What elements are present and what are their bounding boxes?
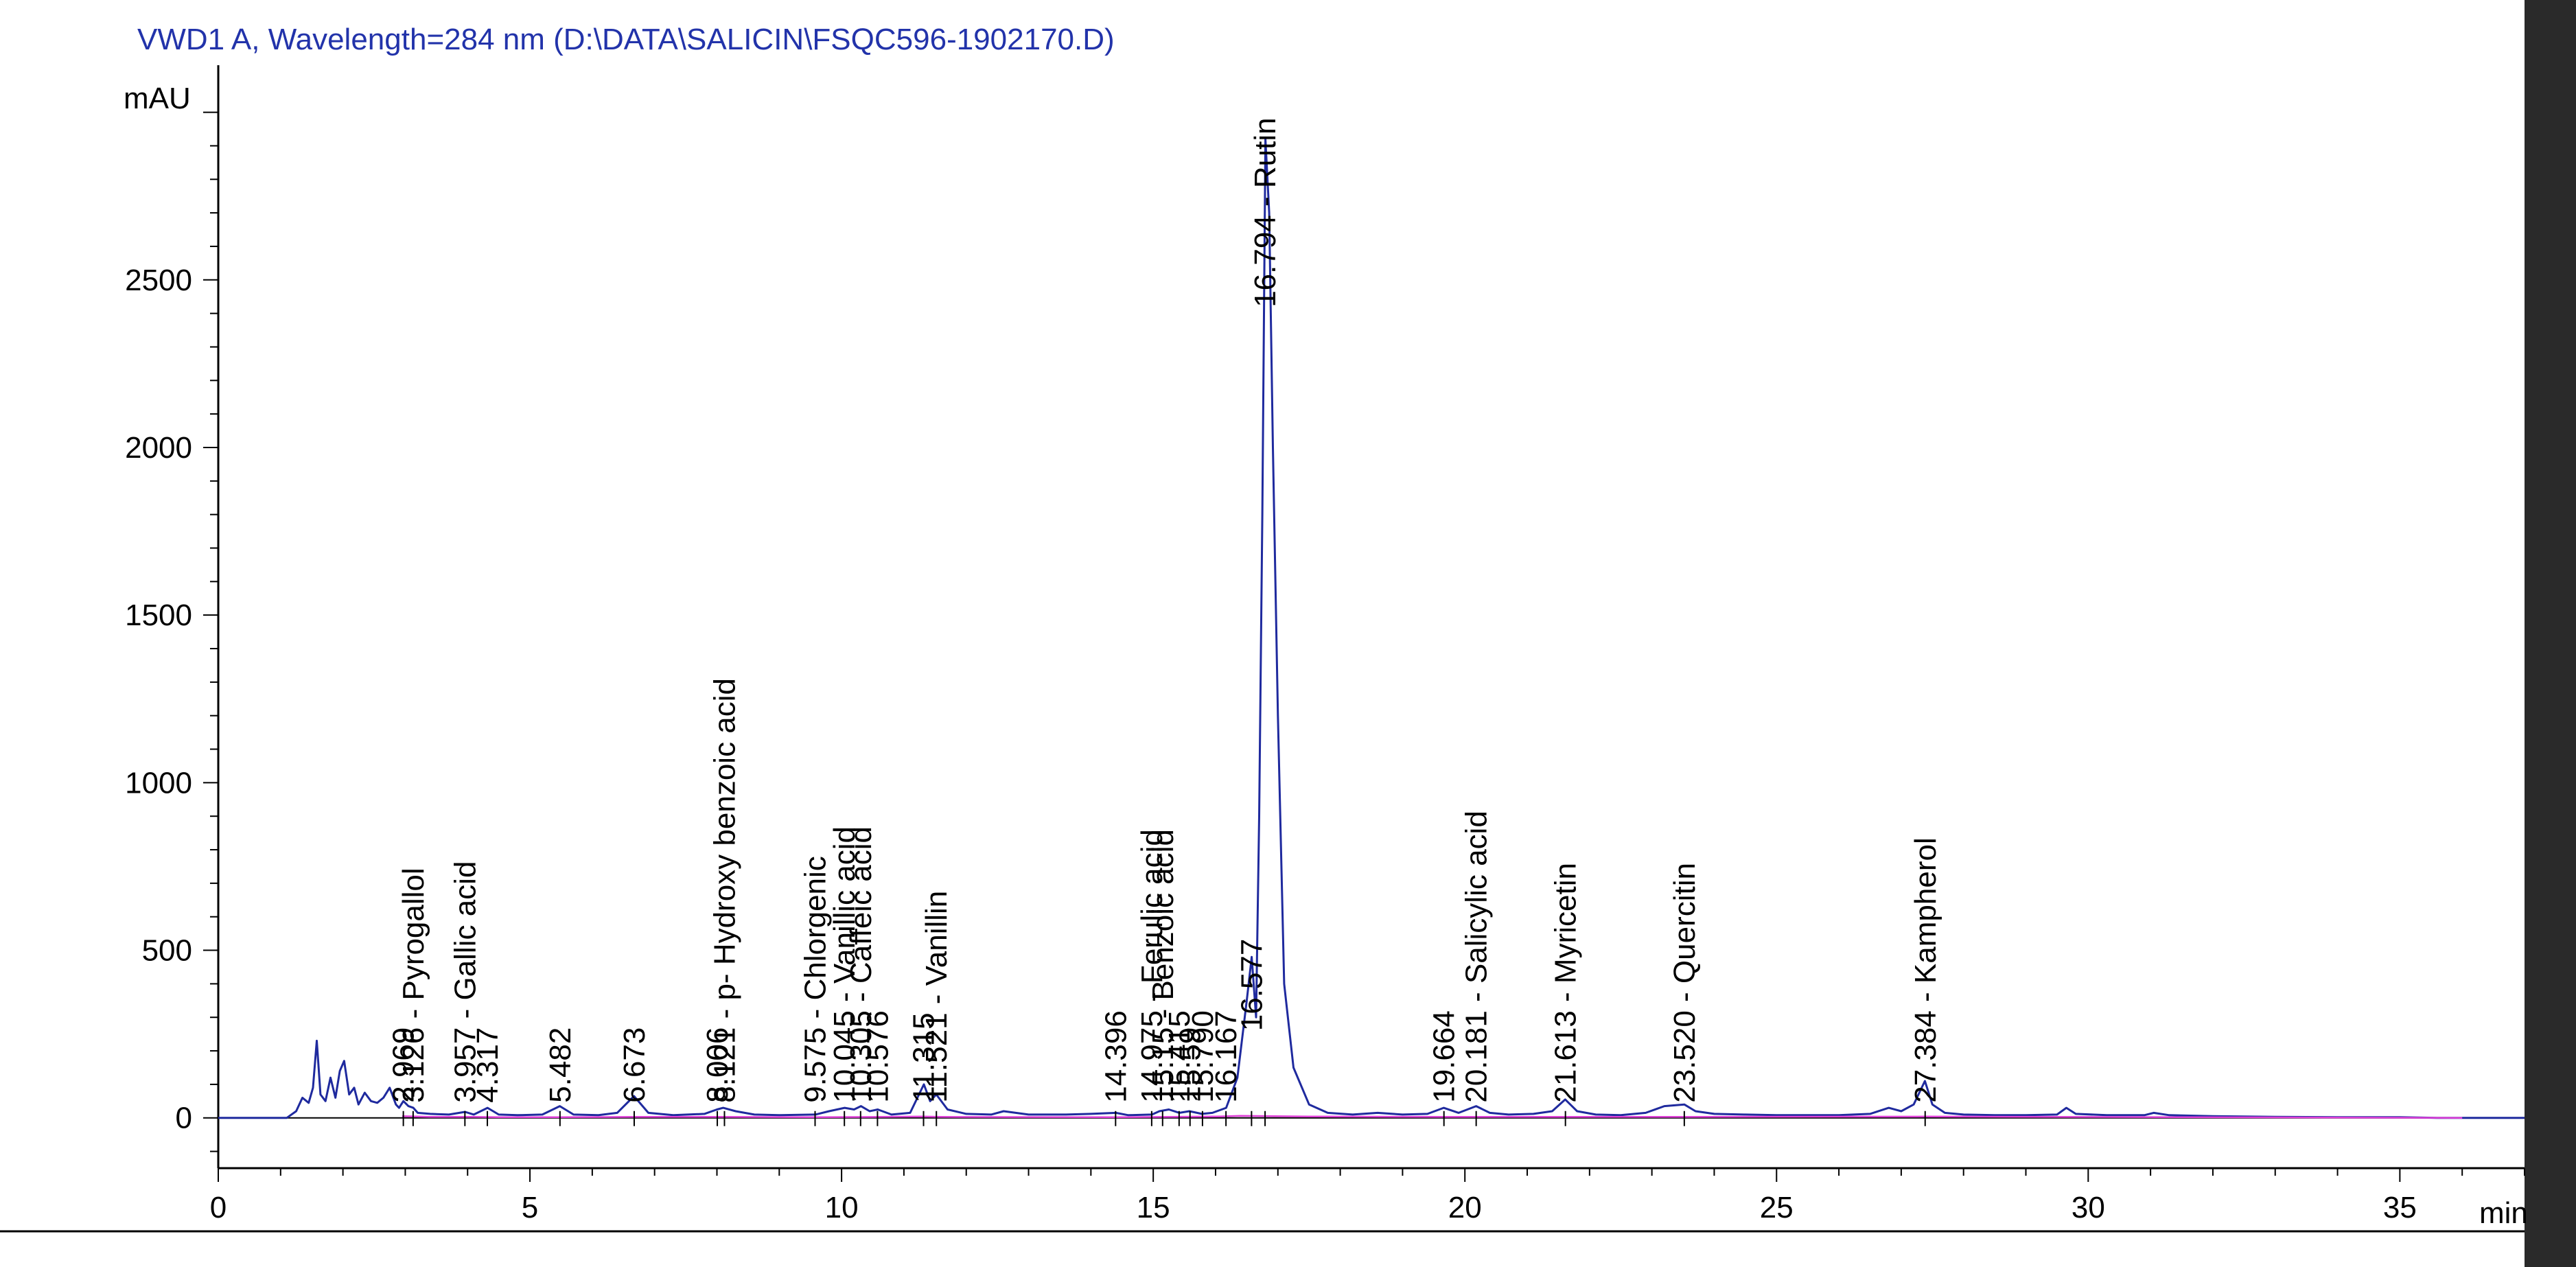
peak-label: 16.577	[1235, 939, 1268, 1032]
peak-label: 2.969	[387, 1027, 421, 1103]
x-tick-label: 10	[825, 1191, 859, 1224]
chart-title: VWD1 A, Wavelength=284 nm (D:\DATA\SALIC…	[137, 23, 1115, 56]
peak-label: 8.006	[701, 1027, 734, 1103]
x-axis-label: min	[2479, 1196, 2528, 1230]
peak-label: 15.415	[1163, 1010, 1196, 1103]
peak-label: 20.181 - Salicylic acid	[1460, 811, 1494, 1103]
peak-label: 16.167	[1209, 1010, 1243, 1103]
x-tick-label: 15	[1137, 1191, 1170, 1224]
y-tick-label: 0	[176, 1102, 192, 1135]
baseline-trace	[402, 1115, 2463, 1119]
x-tick-label: 20	[1448, 1191, 1482, 1224]
peak-label: 14.396	[1099, 1010, 1133, 1103]
peak-label: 15.790	[1186, 1010, 1220, 1103]
peak-label: 15.15 - Benzoic acid	[1146, 829, 1180, 1103]
y-tick-label: 1500	[125, 598, 192, 632]
peak-label: 3.957 - Gallic acid	[448, 861, 482, 1103]
x-axis: 0 5 10 15 20 25 30 35	[210, 1168, 2525, 1224]
peak-label: 11.315	[907, 1012, 941, 1102]
peak-label: 15.59	[1174, 1027, 1207, 1103]
y-tick-label: 2000	[125, 431, 192, 465]
peak-label: 27.384 - Kampherol	[1909, 837, 1942, 1102]
peak-label: 19.664	[1428, 1010, 1461, 1103]
peak-label: 10.045 - Vanillic acid	[828, 826, 861, 1103]
peak-label: 9.575 - Chlorgenic	[799, 856, 833, 1103]
peak-label: 14.975 - Ferulic acid	[1135, 829, 1169, 1103]
peak-label: 16.794 - Rutin	[1249, 117, 1282, 307]
peak-label: 8.121 - p- Hydroxy benzoic acid	[708, 678, 741, 1103]
x-tick-label: 0	[210, 1191, 227, 1224]
y-axis: 0 500 1000 1500 2000 2500	[125, 111, 218, 1152]
peak-label: 21.613 - Myricetin	[1549, 863, 1583, 1103]
peak-label: 3.126 - Pyrogallol	[397, 868, 430, 1102]
y-axis-label: mAU	[124, 82, 191, 115]
x-tick-label: 25	[1760, 1191, 1794, 1224]
x-tick-label: 5	[522, 1191, 538, 1224]
peak-tick-marks	[402, 1111, 1926, 1126]
peak-label: 11.521 - Vanillin	[920, 891, 953, 1103]
x-tick-label: 35	[2383, 1191, 2417, 1224]
peak-label: 6.673	[618, 1027, 651, 1103]
right-edge-bar	[2525, 0, 2576, 1267]
y-tick-label: 2500	[125, 264, 192, 297]
y-tick-label: 1000	[125, 766, 192, 800]
peak-label: 23.520 - Quercitin	[1668, 863, 1702, 1103]
peak-label: 10.305 - Caffeic acid	[844, 826, 878, 1103]
peak-label: 4.317	[471, 1027, 504, 1103]
y-tick-label: 500	[142, 934, 192, 968]
peak-label: 10.576	[861, 1010, 894, 1103]
x-tick-label: 30	[2072, 1191, 2105, 1224]
peak-label: 5.482	[544, 1027, 577, 1103]
